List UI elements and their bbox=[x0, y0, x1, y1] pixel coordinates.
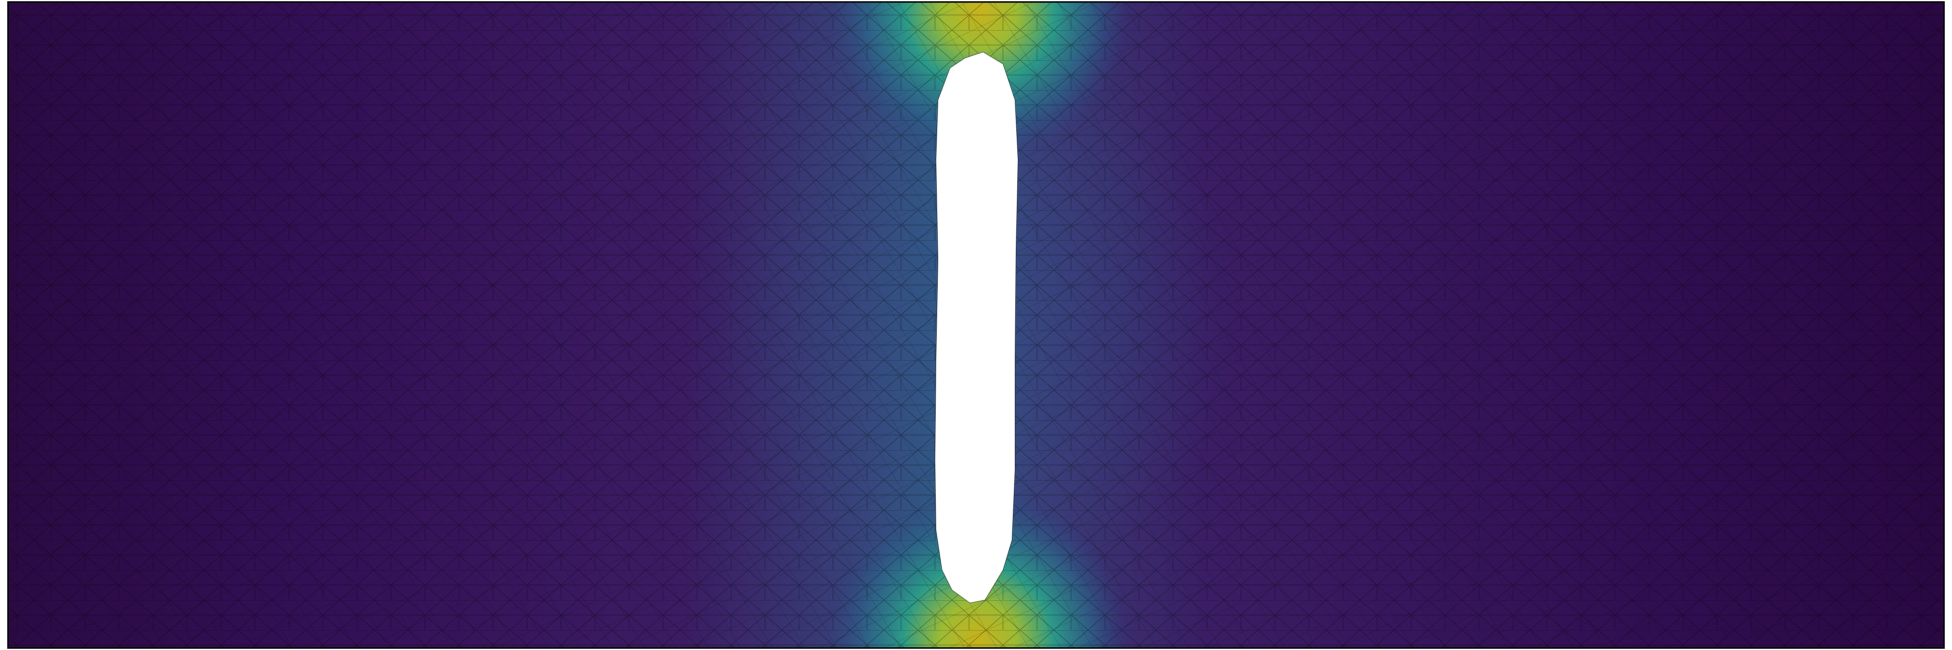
plate-border bbox=[7, 1, 1945, 649]
elongated-hole bbox=[934, 51, 1019, 604]
